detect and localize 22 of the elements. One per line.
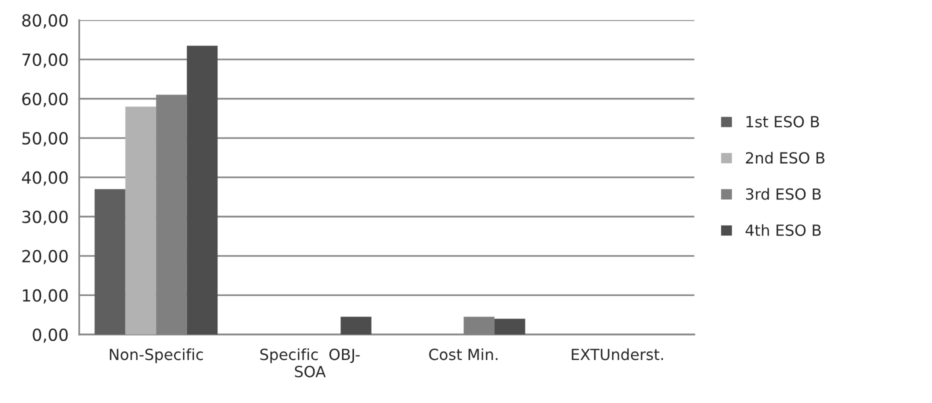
bar	[494, 318, 526, 334]
legend-label: 1st ESO B	[746, 116, 819, 128]
y-tick-label: 30,00	[22, 210, 68, 225]
x-tick-label: Specific OBJ-SOA	[260, 348, 360, 378]
legend-label: 4th ESO B	[746, 224, 821, 236]
bar	[186, 46, 218, 334]
bar	[125, 106, 156, 334]
x-tick-label: EXTUnderst.	[572, 348, 663, 360]
y-tick-label: 50,00	[22, 132, 68, 146]
legend-label: 3rd ESO B	[746, 188, 821, 200]
y-tick-label: 70,00	[22, 53, 68, 68]
bar	[94, 189, 126, 334]
bar	[340, 316, 372, 334]
y-tick-label: 80,00	[22, 14, 68, 28]
x-tick-label: Non-Specific	[110, 348, 203, 364]
x-tick-label: Cost Min.	[429, 348, 498, 360]
legend-label: 2nd ESO B	[746, 152, 824, 164]
y-tick-label: 20,00	[22, 250, 68, 264]
y-tick-label: 40,00	[22, 171, 68, 186]
y-tick-label: 60,00	[22, 92, 68, 108]
y-tick-label: 10,00	[22, 289, 68, 304]
y-tick-label: 0,00	[32, 328, 68, 343]
